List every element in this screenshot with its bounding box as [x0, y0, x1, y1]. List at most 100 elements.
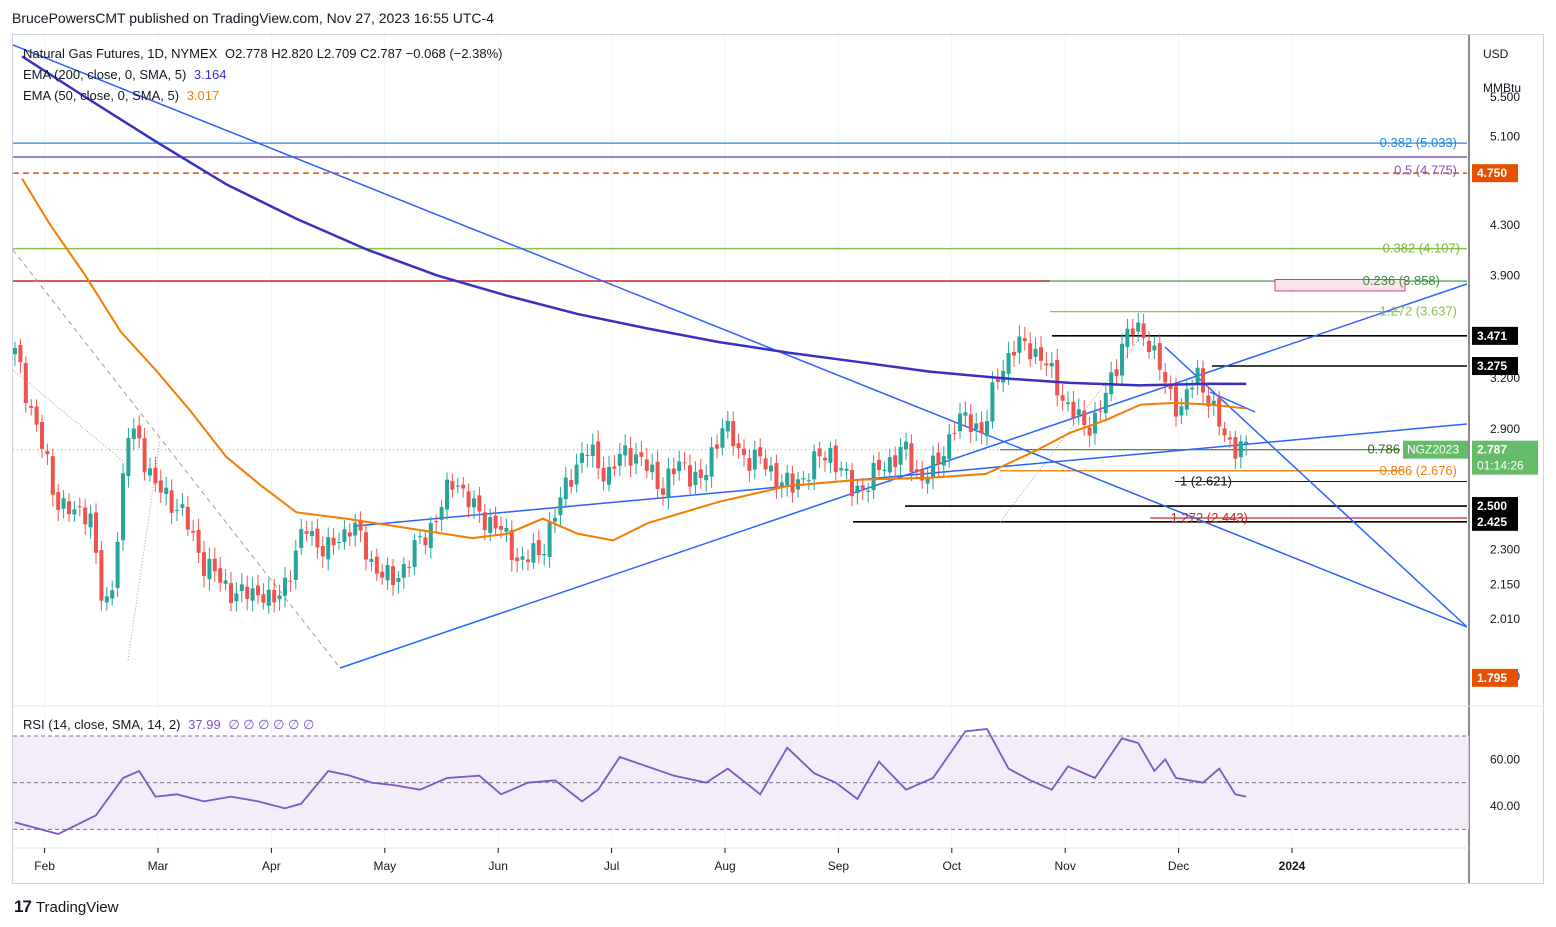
candle-body-153: [839, 468, 844, 471]
candle-body-77: [428, 523, 433, 548]
candle-body-205: [1120, 343, 1124, 376]
fib-label-3: 0.236 (3.858): [1363, 273, 1440, 288]
candle-body-57: [320, 545, 325, 557]
tradingview-logo[interactable]: 17 TradingView: [14, 897, 118, 917]
last-price-countdown: 01:14:26: [1477, 459, 1524, 473]
candle-body-121: [666, 468, 671, 498]
candle-body-192: [1049, 362, 1054, 367]
candle-body-110: [607, 467, 611, 485]
candle-body-195: [1066, 402, 1070, 404]
candle-body-158: [866, 490, 871, 492]
candle-body-126: [693, 471, 698, 485]
chart-frame: [12, 34, 1544, 884]
candle-body-66: [369, 558, 374, 562]
fib-label-7: 1 (2.621): [1180, 474, 1232, 489]
candle-body-107: [590, 444, 595, 456]
candle-body-31: [180, 504, 185, 508]
candle-body-59: [331, 537, 336, 546]
candle-body-73: [407, 567, 412, 569]
candle-body-103: [569, 479, 574, 487]
candle-body-38: [218, 568, 223, 583]
candle-body-82: [455, 485, 460, 487]
dotted-trend-line-2: [127, 439, 161, 661]
candle-body-149: [817, 448, 822, 457]
fib-label-4: 1.272 (3.637): [1380, 304, 1457, 319]
logo-text: TradingView: [35, 898, 119, 916]
candle-body-39: [223, 580, 228, 584]
candle-body-156: [855, 485, 860, 494]
dotted-trend-line-3: [999, 337, 1141, 523]
candle-body-52: [293, 550, 298, 580]
candle-body-117: [644, 459, 649, 471]
candle-body-135: [742, 448, 746, 456]
candle-body-209: [1141, 323, 1146, 338]
candle-body-36: [207, 558, 212, 580]
candle-body-99: [547, 522, 552, 557]
last-price-bg: [1472, 440, 1538, 475]
ticker-tag-text: NGZ2023: [1407, 443, 1459, 457]
candle-body-2: [23, 363, 28, 404]
candle-body-162: [887, 457, 892, 473]
candle-body-113: [623, 445, 628, 456]
candle-body-16: [99, 550, 104, 601]
candle-body-199: [1087, 427, 1092, 436]
candle-body-210: [1147, 340, 1151, 352]
candle-body-8: [56, 492, 61, 510]
price-tag-text-2: 3.275: [1477, 359, 1507, 373]
last-price-value: 2.787: [1477, 443, 1507, 457]
rsi-label: RSI (14, close, SMA, 14, 2): [23, 717, 181, 732]
candle-body-131: [720, 428, 725, 448]
candle-body-101: [558, 497, 563, 516]
logo-mark-icon: 17: [14, 897, 32, 916]
candle-body-80: [445, 479, 449, 510]
candle-body-23: [137, 425, 142, 439]
symbol-label: Natural Gas Futures, 1D, NYMEX: [23, 46, 218, 61]
candle-body-122: [671, 468, 676, 475]
y-tick-label-6: 2.300: [1490, 542, 1520, 556]
candle-body-138: [758, 447, 763, 457]
candle-body-157: [860, 485, 865, 489]
y-tick-label-5: 2.900: [1490, 422, 1520, 436]
price-tag-text-1: 3.471: [1477, 329, 1507, 343]
candle-body-7: [50, 456, 55, 495]
price-tag-text-5: 1.795: [1477, 671, 1507, 685]
candle-body-152: [833, 445, 838, 473]
candle-body-37: [212, 558, 217, 572]
candle-body-140: [769, 465, 773, 472]
candle-body-13: [83, 507, 88, 525]
axis-unit-measure: MMBtu: [1483, 81, 1521, 95]
candle-body-19: [115, 541, 120, 588]
candle-body-168: [920, 470, 925, 481]
candle-body-220: [1201, 368, 1205, 393]
candle-body-54: [304, 531, 309, 534]
candle-body-173: [947, 434, 952, 460]
candle-body-22: [131, 428, 136, 439]
ema50-value: 3.017: [186, 88, 220, 103]
candle-body-88: [488, 517, 493, 533]
ema200-line: [21, 55, 1247, 387]
candle-body-127: [698, 469, 703, 478]
candle-body-125: [688, 465, 692, 487]
candle-body-95: [526, 559, 530, 563]
rsi-extra: ∅ ∅ ∅ ∅ ∅ ∅: [228, 717, 315, 732]
candle-body-81: [450, 481, 455, 490]
candle-body-182: [995, 379, 1000, 383]
trend-down-long: [13, 44, 1467, 628]
rsi-tick-60: 60.00: [1490, 752, 1520, 766]
ema50-label: EMA (50, close, 0, SMA, 5): [23, 88, 180, 103]
candle-body-109: [601, 468, 606, 482]
candle-body-186: [1017, 336, 1022, 353]
candle-body-128: [704, 474, 709, 481]
published-header: BrucePowersCMT published on TradingView.…: [12, 10, 494, 26]
fib-label-8: 1.272 (2.443): [1171, 510, 1248, 525]
candle-body-146: [801, 478, 806, 480]
y-tick-label-0: 5.500: [1490, 90, 1520, 104]
price-tag-2.425: 2.425: [1472, 512, 1518, 531]
candle-body-201: [1098, 410, 1103, 412]
candle-body-204: [1114, 369, 1119, 377]
x-tick-label-6: Aug: [714, 859, 735, 873]
candle-body-134: [736, 443, 741, 449]
candle-body-45: [256, 585, 260, 596]
candle-body-25: [148, 468, 152, 476]
